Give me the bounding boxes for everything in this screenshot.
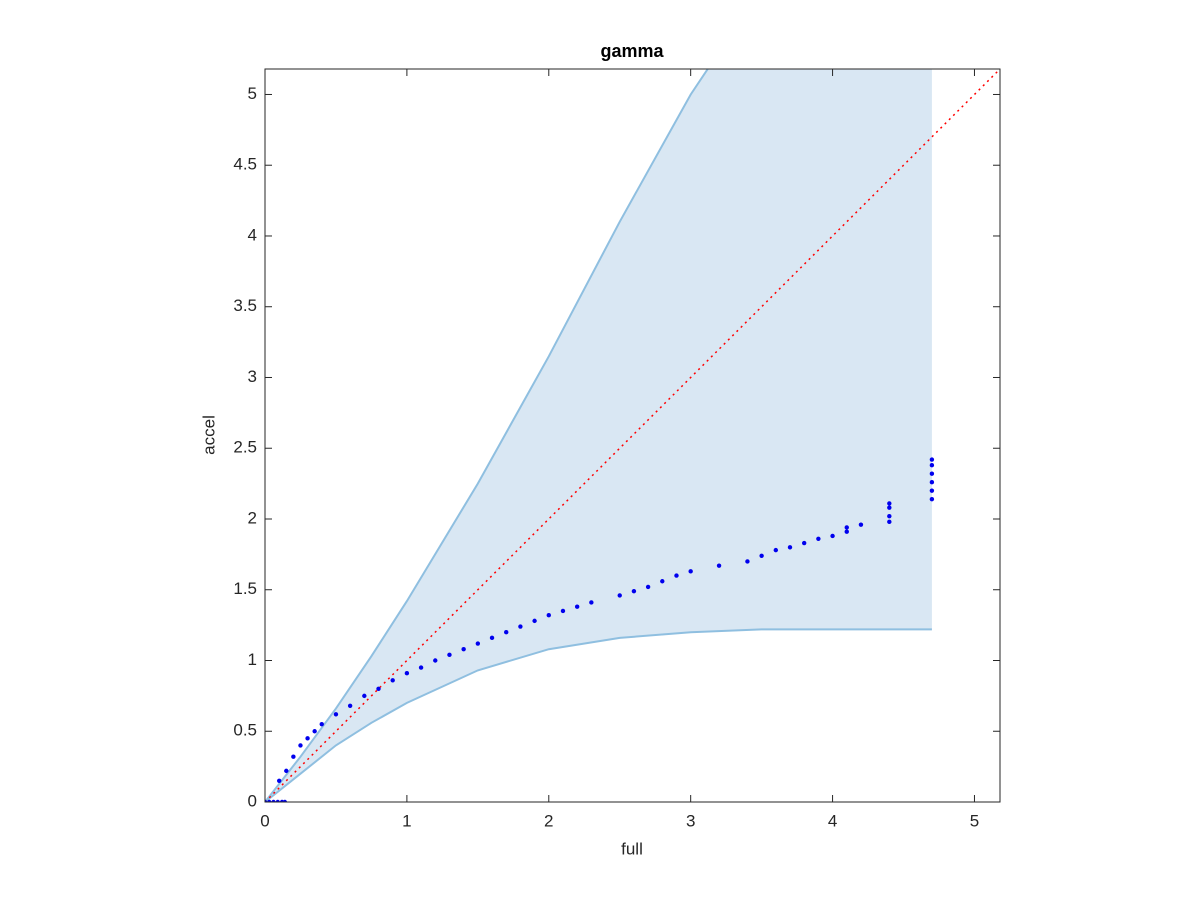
data-point: [674, 573, 679, 578]
x-axis-label: full: [621, 839, 643, 858]
data-point: [589, 600, 594, 605]
chart-title: gamma: [600, 41, 664, 61]
data-point: [276, 778, 282, 783]
data-point: [518, 624, 523, 629]
data-point: [546, 613, 551, 618]
data-point: [347, 703, 353, 708]
data-point: [291, 754, 296, 759]
data-point: [574, 604, 580, 609]
data-point: [418, 665, 424, 670]
data-point: [271, 799, 276, 802]
data-point: [773, 547, 779, 553]
data-point: [461, 646, 466, 652]
data-point: [830, 533, 835, 539]
data-point: [660, 579, 665, 584]
data-point: [284, 768, 289, 774]
axes-box: [264, 68, 1001, 803]
x-tick-label: 4: [828, 811, 837, 830]
data-point: [929, 488, 935, 493]
y-tick-label: 2.5: [233, 438, 257, 457]
data-point: [362, 693, 367, 699]
data-point: [617, 593, 622, 598]
band-area: [265, 69, 932, 802]
x-tick-label: 3: [686, 811, 695, 830]
data-point: [887, 501, 892, 506]
data-point: [759, 553, 764, 558]
reference-line: [265, 69, 1000, 802]
data-point: [787, 545, 793, 550]
data-point: [688, 569, 693, 574]
data-point: [475, 641, 481, 646]
y-tick-label: 5: [248, 84, 257, 103]
data-point: [929, 479, 935, 485]
plot-area: [265, 69, 1000, 802]
data-point: [887, 505, 892, 510]
data-point: [333, 712, 339, 717]
data-point: [489, 635, 495, 641]
data-point: [929, 471, 935, 476]
y-tick-label: 0.5: [233, 721, 257, 740]
data-point: [319, 721, 324, 727]
y-axis-label: accel: [199, 415, 218, 455]
y-tick-label: 1.5: [233, 579, 257, 598]
data-point: [376, 686, 381, 691]
data-point: [312, 729, 317, 734]
data-point: [645, 584, 651, 590]
data-point: [265, 799, 268, 802]
x-tick-label: 0: [260, 811, 269, 830]
y-tick-label: 4: [248, 225, 257, 244]
y-tick-label: 2: [248, 508, 257, 527]
data-point: [716, 563, 722, 568]
band-upper-edge: [265, 69, 709, 802]
data-point: [275, 799, 280, 802]
band-lower-edge: [265, 628, 932, 802]
data-point: [404, 671, 410, 676]
data-point: [532, 618, 537, 624]
x-tick-label: 2: [544, 811, 553, 830]
data-point: [390, 678, 395, 683]
x-tick-label: 1: [402, 811, 411, 830]
y-tick-label: 4.5: [233, 155, 257, 174]
data-point: [745, 559, 750, 564]
data-point: [858, 522, 864, 527]
data-point: [816, 536, 821, 541]
data-point: [929, 496, 935, 502]
data-point: [887, 519, 892, 525]
data-point: [929, 457, 935, 462]
data-point: [504, 629, 509, 635]
data-point: [298, 743, 303, 748]
data-point: [282, 799, 288, 802]
x-tick-label: 5: [970, 811, 979, 830]
data-point: [801, 540, 807, 546]
y-tick-label: 3.5: [233, 296, 257, 315]
data-point: [887, 513, 892, 519]
data-point: [433, 658, 438, 663]
data-point: [844, 525, 849, 530]
data-point: [631, 588, 637, 594]
data-point: [560, 608, 566, 614]
y-tick-label: 1: [248, 650, 257, 669]
data-point: [929, 463, 935, 468]
y-tick-label: 0: [248, 791, 257, 810]
data-point: [305, 736, 310, 741]
data-point: [267, 799, 272, 802]
y-tick-label: 3: [248, 367, 257, 386]
data-point: [844, 529, 849, 534]
data-point: [447, 652, 452, 658]
